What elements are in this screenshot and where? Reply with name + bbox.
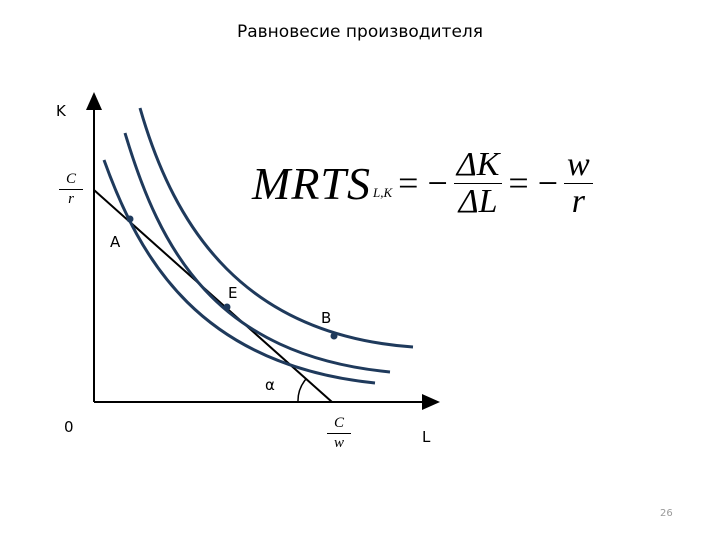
slide-title: Равновесие производителя bbox=[236, 22, 483, 42]
angle-label: α bbox=[265, 376, 275, 394]
y-axis-label: K bbox=[56, 102, 66, 120]
point-b-label: B bbox=[321, 309, 332, 327]
isoquant-mid bbox=[123, 132, 391, 374]
isoquant-low bbox=[102, 159, 376, 385]
y-intercept-fraction: C r bbox=[59, 172, 83, 207]
formula-fraction-2: w r bbox=[564, 147, 593, 219]
point-e-label: E bbox=[228, 284, 238, 302]
angle-arc bbox=[297, 378, 307, 403]
formula-fraction-1-num: ΔK bbox=[453, 147, 503, 184]
y-intercept-numerator: C bbox=[59, 172, 83, 190]
formula-fraction-1: ΔK ΔL bbox=[453, 147, 503, 220]
point-e-dot bbox=[223, 303, 231, 311]
formula-fraction-1-den: ΔL bbox=[458, 182, 498, 220]
x-intercept-numerator: C bbox=[327, 416, 351, 434]
x-axis-label: L bbox=[422, 428, 431, 446]
formula-lhs: MRTS bbox=[252, 157, 371, 209]
formula-fraction-2-num: w bbox=[564, 147, 593, 184]
y-intercept-denominator: r bbox=[68, 191, 74, 207]
formula-eq2: = − bbox=[508, 163, 559, 203]
isoquant-high bbox=[138, 107, 414, 349]
formula-fraction-2-den: r bbox=[571, 182, 585, 220]
mrts-formula: MRTS L,K = − ΔK ΔL = − w r bbox=[252, 143, 593, 223]
point-b-dot bbox=[330, 332, 338, 340]
page-number: 26 bbox=[660, 508, 673, 519]
x-intercept-fraction: C w bbox=[327, 416, 351, 451]
point-a-dot bbox=[126, 215, 134, 223]
x-intercept-denominator: w bbox=[333, 435, 344, 451]
point-a-label: A bbox=[110, 233, 121, 251]
origin-label: 0 bbox=[64, 418, 74, 436]
formula-eq1: = − bbox=[398, 163, 448, 203]
formula-lhs-subscript: L,K bbox=[373, 185, 393, 200]
